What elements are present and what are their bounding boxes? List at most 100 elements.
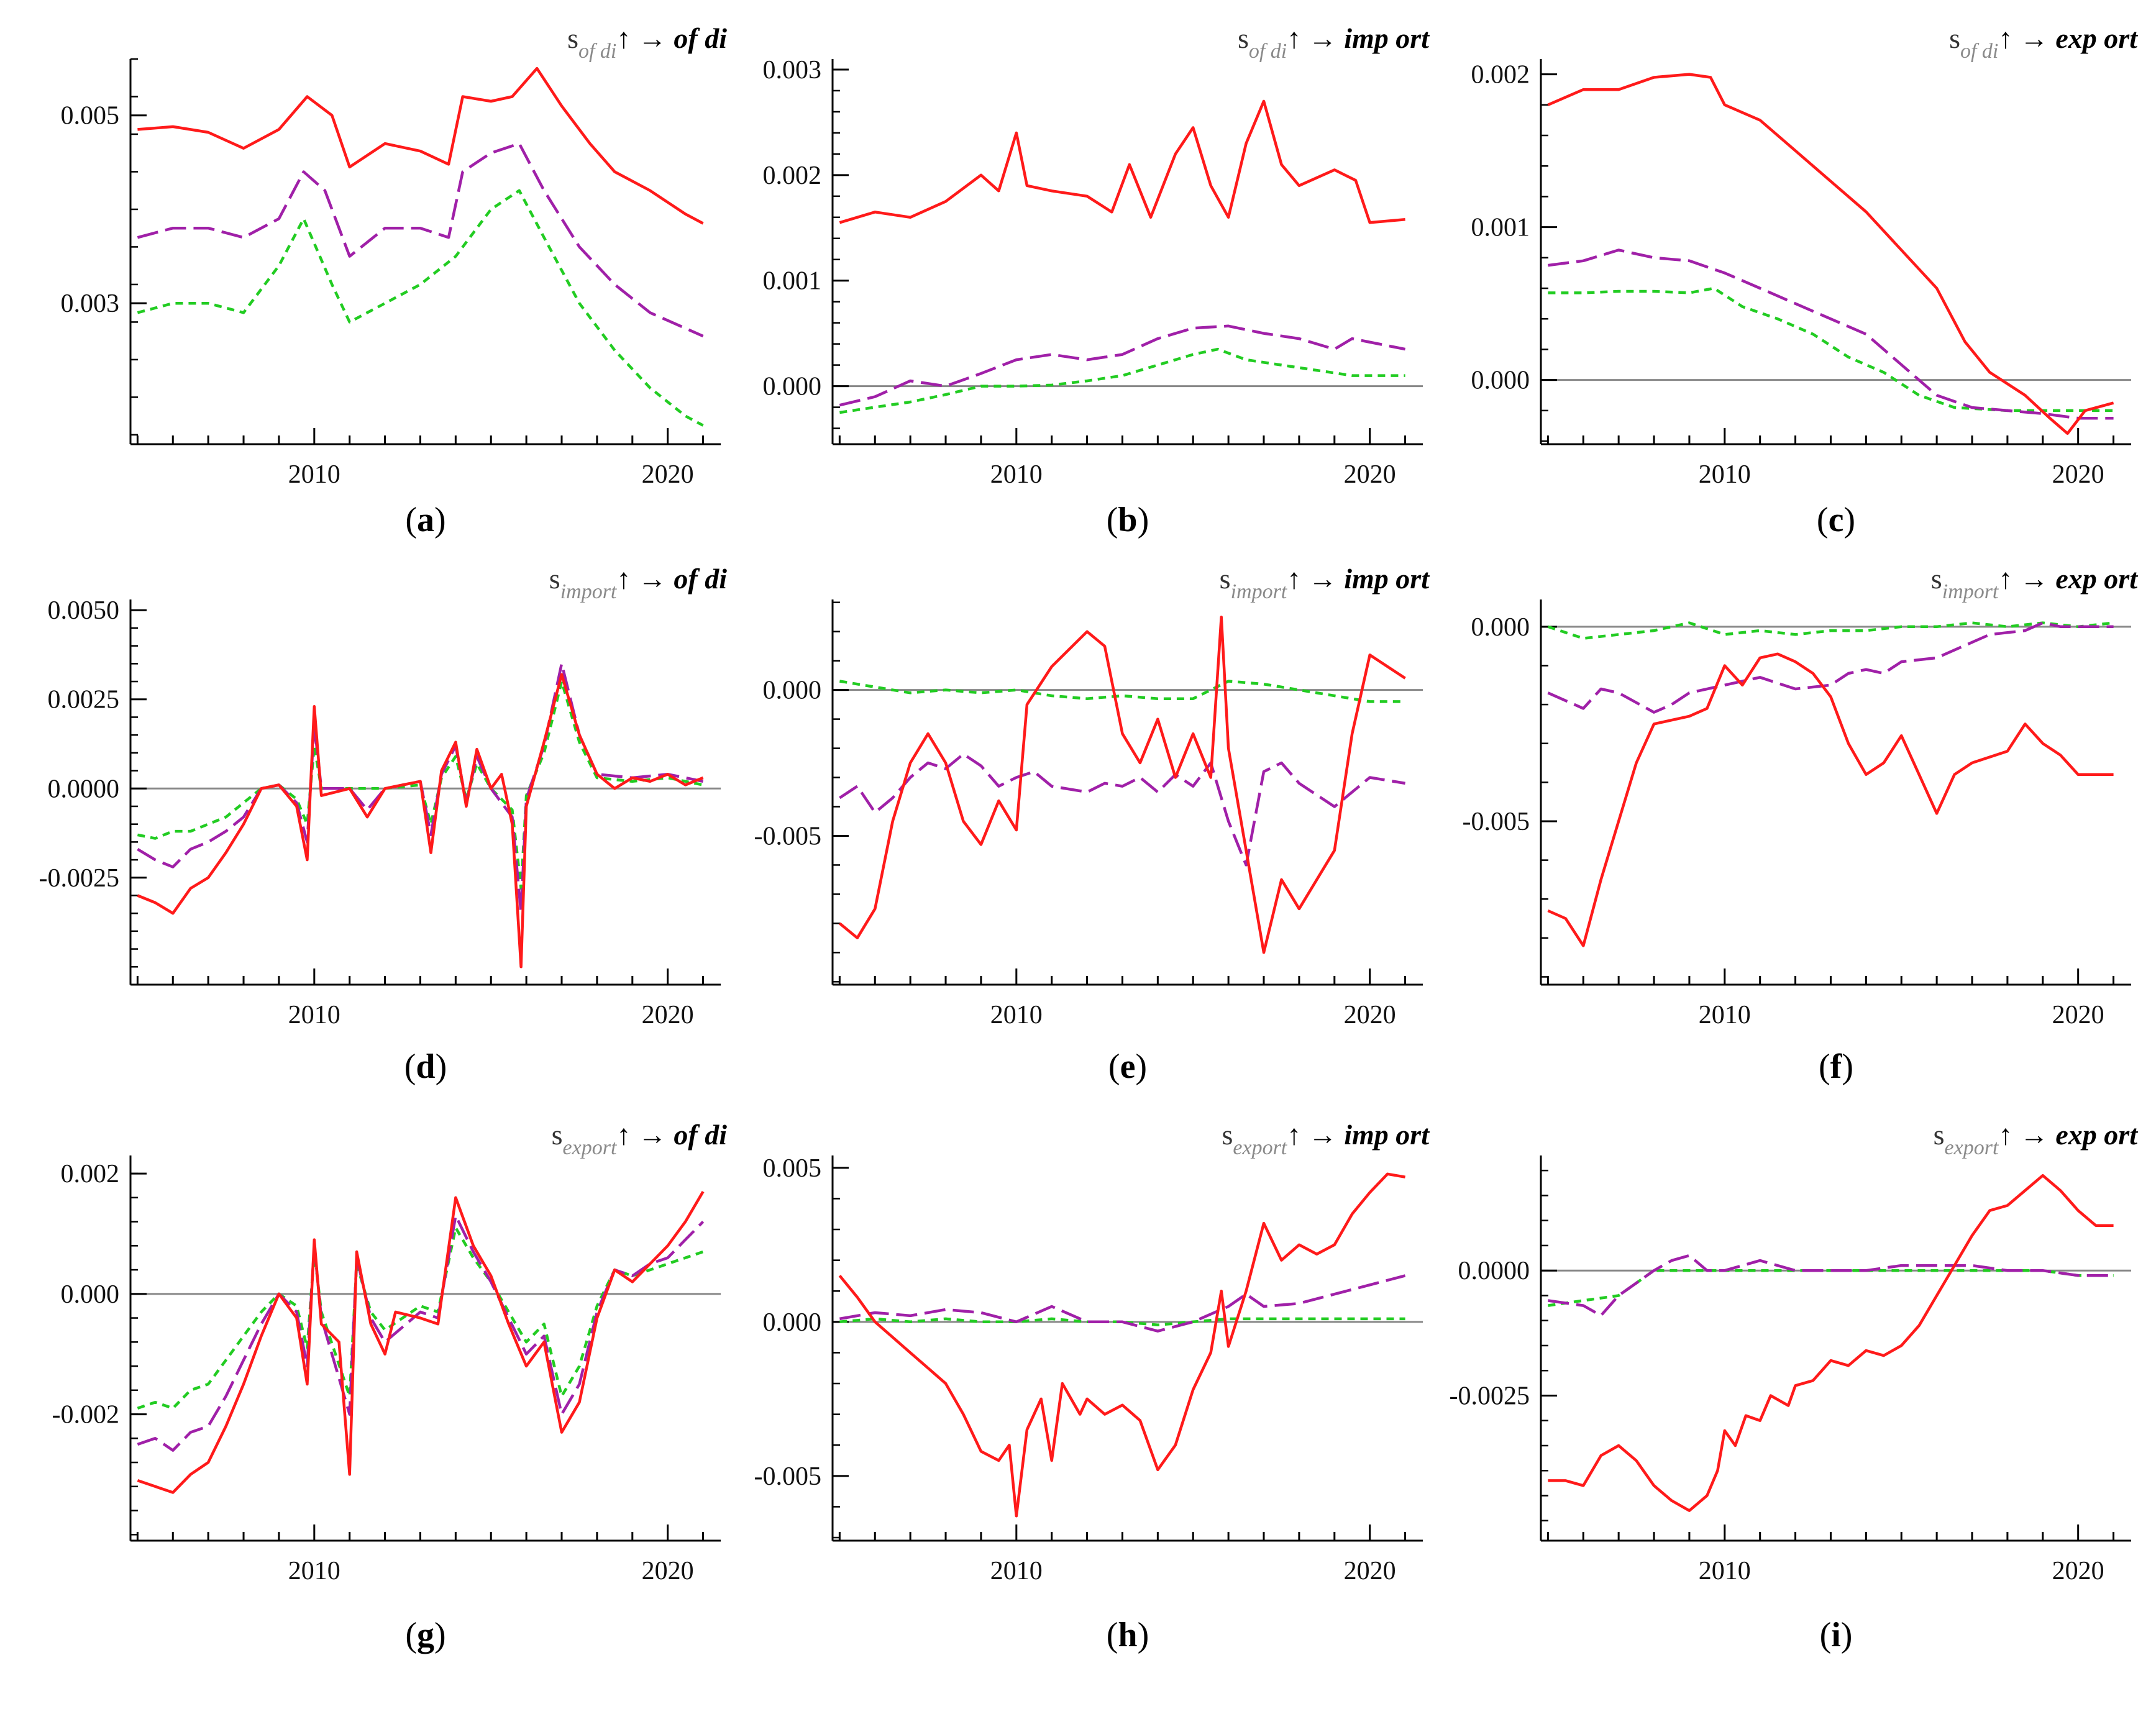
x-tick-label: 2020 bbox=[2052, 1001, 2104, 1029]
caption-letter: d bbox=[416, 1047, 435, 1086]
panel-caption: (f) bbox=[1819, 1047, 1853, 1086]
title-shock-variable: of di bbox=[1249, 40, 1287, 63]
title-shock-symbol: s bbox=[549, 563, 560, 595]
series-line-high bbox=[1547, 652, 2114, 947]
series-line-low bbox=[1548, 1269, 2114, 1307]
caption-close-paren: ) bbox=[1842, 1047, 1853, 1086]
y-tick-label: 0.000 bbox=[763, 1308, 822, 1337]
panel-caption: (g) bbox=[405, 1616, 445, 1654]
panel-f: 0.000 -0.005 2010 2020 simport↑ → exp ort (f) bbox=[1463, 563, 2139, 1086]
caption-open-paren: ( bbox=[404, 1047, 416, 1086]
y-tick-label: 0.000 bbox=[763, 677, 822, 705]
panel-caption: (d) bbox=[404, 1047, 447, 1086]
caption-close-paren: ) bbox=[1841, 1616, 1853, 1654]
title-arrow: ↑ → bbox=[1998, 22, 2055, 54]
title-shock-symbol: s bbox=[1220, 563, 1231, 595]
y-tick-label: -0.005 bbox=[754, 1462, 822, 1491]
title-shock-variable: of di bbox=[1960, 40, 1998, 63]
x-tick-label: 2020 bbox=[1344, 1001, 1396, 1029]
y-tick-label: 0.002 bbox=[763, 162, 822, 190]
panel-c: 0.002 0.001 0.000 2010 2020 sof di↑ → exp ort… bbox=[1471, 22, 2139, 539]
title-shock-symbol: s bbox=[567, 22, 578, 54]
series-line-low bbox=[839, 347, 1405, 414]
title-response-variable: exp ort bbox=[2055, 22, 2138, 54]
y-tick-label: 0.001 bbox=[1471, 214, 1530, 242]
title-response-variable: of di bbox=[674, 563, 727, 595]
series-line-low bbox=[1547, 621, 2114, 640]
title-shock-variable: export bbox=[1945, 1136, 1999, 1159]
x-tick-label: 2020 bbox=[1344, 460, 1396, 489]
caption-letter: h bbox=[1118, 1616, 1137, 1654]
title-shock-symbol: s bbox=[1222, 1119, 1233, 1151]
series-line-mid bbox=[839, 752, 1405, 867]
y-tick-label: 0.000 bbox=[61, 1280, 120, 1309]
panel-caption: (h) bbox=[1107, 1616, 1149, 1654]
series-line-mid bbox=[1548, 248, 2114, 420]
title-response-variable: imp ort bbox=[1344, 1119, 1430, 1151]
series-line-low bbox=[137, 680, 704, 890]
title-arrow: ↑ → bbox=[1287, 1119, 1344, 1151]
y-tick-label: 0.0000 bbox=[48, 775, 120, 803]
x-tick-label: 2010 bbox=[288, 1001, 340, 1029]
caption-close-paren: ) bbox=[1138, 1616, 1149, 1654]
x-tick-label: 2010 bbox=[990, 1001, 1043, 1029]
panel-caption: (b) bbox=[1107, 501, 1149, 539]
caption-letter: a bbox=[417, 501, 434, 539]
panel-title: sexport↑ → exp ort bbox=[1934, 1119, 2139, 1159]
panel-title: sof di↑ → imp ort bbox=[1238, 22, 1430, 63]
x-tick-label: 2020 bbox=[2052, 460, 2104, 489]
y-tick-label: 0.002 bbox=[61, 1160, 120, 1188]
title-shock-symbol: s bbox=[1934, 1119, 1945, 1151]
caption-letter: g bbox=[417, 1616, 434, 1654]
caption-close-paren: ) bbox=[434, 1616, 446, 1654]
series-line-mid bbox=[137, 142, 704, 338]
series-line-mid bbox=[137, 1214, 705, 1452]
series-line-mid bbox=[1548, 1254, 2114, 1317]
title-shock-symbol: s bbox=[552, 1119, 563, 1151]
panel-title: simport↑ → exp ort bbox=[1931, 563, 2138, 603]
caption-close-paren: ) bbox=[436, 1047, 447, 1086]
y-tick-label: -0.002 bbox=[52, 1401, 120, 1429]
title-shock-variable: export bbox=[563, 1136, 618, 1159]
series-line-low bbox=[137, 189, 704, 427]
panel-caption: (c) bbox=[1817, 501, 1855, 539]
series-line-low bbox=[1548, 286, 2114, 412]
y-tick-label: 0.005 bbox=[61, 102, 120, 130]
x-tick-label: 2020 bbox=[1344, 1557, 1396, 1585]
y-tick-label: 0.002 bbox=[1471, 61, 1530, 89]
title-response-variable: imp ort bbox=[1344, 563, 1430, 595]
y-tick-label: 0.003 bbox=[763, 56, 822, 84]
caption-letter: c bbox=[1829, 501, 1844, 539]
panel-d: 0.0050 0.0025 0.0000 -0.0025 2010 2020 simport… bbox=[39, 563, 728, 1086]
series-line-low bbox=[839, 1317, 1405, 1327]
caption-close-paren: ) bbox=[1843, 501, 1855, 539]
x-tick-label: 2010 bbox=[990, 1557, 1043, 1585]
title-shock-variable: export bbox=[1233, 1136, 1287, 1159]
x-tick-label: 2010 bbox=[1699, 1557, 1751, 1585]
title-arrow: ↑ → bbox=[616, 22, 674, 54]
series-line-high bbox=[838, 1172, 1405, 1518]
panel-e: 0.000 -0.005 2010 2020 simport↑ → imp ort (e) bbox=[754, 563, 1430, 1086]
title-shock-variable: import bbox=[1942, 580, 1999, 603]
series-line-high bbox=[838, 615, 1406, 954]
series-line-low bbox=[839, 680, 1405, 703]
series-line-high bbox=[137, 1190, 705, 1494]
y-tick-label: -0.005 bbox=[754, 822, 822, 850]
title-response-variable: imp ort bbox=[1344, 22, 1430, 54]
x-tick-label: 2020 bbox=[642, 1001, 694, 1029]
caption-letter: e bbox=[1120, 1047, 1136, 1086]
title-response-variable: of di bbox=[674, 1119, 727, 1151]
y-tick-label: 0.000 bbox=[1471, 367, 1530, 395]
panel-title: sof di↑ → exp ort bbox=[1949, 22, 2138, 63]
title-arrow: ↑ → bbox=[1287, 22, 1344, 54]
caption-letter: i bbox=[1831, 1616, 1841, 1654]
x-tick-label: 2010 bbox=[1699, 460, 1751, 489]
caption-open-paren: ( bbox=[1107, 501, 1118, 539]
title-shock-variable: import bbox=[560, 580, 618, 603]
series-line-mid bbox=[839, 1274, 1406, 1333]
y-tick-label: 0.000 bbox=[1471, 613, 1530, 642]
title-arrow: ↑ → bbox=[1998, 1119, 2055, 1151]
caption-letter: f bbox=[1830, 1047, 1843, 1086]
panel-h: 0.005 0.000 -0.005 2010 2020 sexport↑ → imp o… bbox=[754, 1119, 1430, 1654]
